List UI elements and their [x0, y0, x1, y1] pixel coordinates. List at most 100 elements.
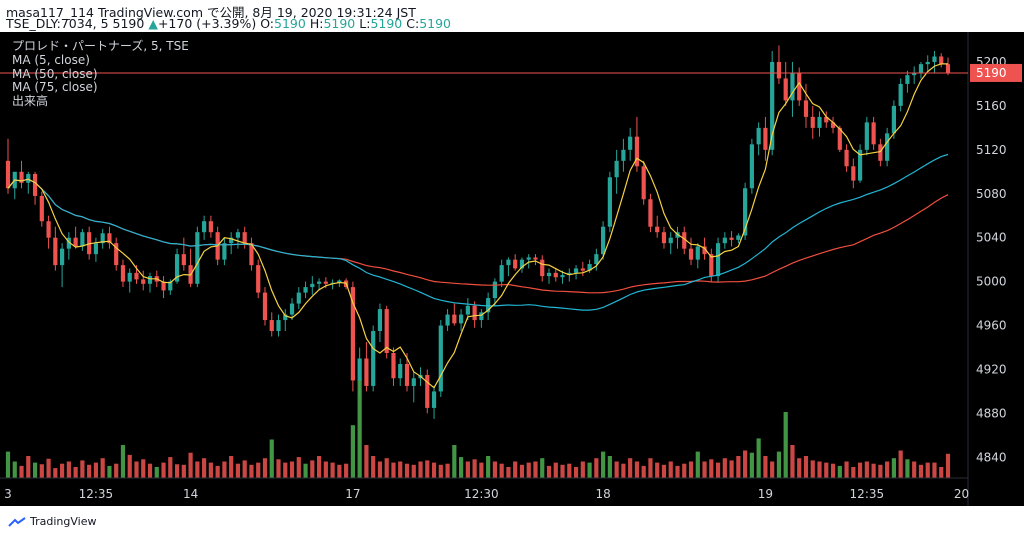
volume-bar — [391, 462, 396, 478]
candle-body — [465, 305, 470, 315]
volume-bar — [898, 450, 903, 478]
candle-body — [425, 374, 430, 408]
price-tick-label: 4960 — [976, 319, 1007, 333]
volume-bar — [431, 462, 437, 478]
up-arrow-icon: ▲ — [148, 16, 158, 31]
close-value: 5190 — [419, 16, 451, 31]
candle-body — [161, 281, 166, 291]
candle-body — [479, 312, 484, 321]
volume-bars — [5, 379, 951, 478]
volume-bar — [289, 461, 295, 478]
candle-body — [316, 281, 322, 284]
volume-bar — [797, 458, 802, 478]
volume-bar — [26, 456, 31, 478]
symbol-ohlc-line: TSE_DLY:7034, 5 5190 ▲+170 (+3.39%) O:51… — [6, 16, 451, 31]
candle-body — [46, 221, 51, 238]
candle-body — [553, 272, 558, 278]
candle-body — [242, 232, 247, 244]
volume-bar — [5, 451, 11, 478]
volume-bar — [398, 461, 403, 478]
price-chart[interactable]: 4840488049204960500050405080512051605200… — [0, 32, 1024, 506]
candle-body — [472, 305, 477, 321]
volume-bar — [479, 462, 484, 478]
volume-bar — [357, 379, 362, 478]
volume-bar — [695, 451, 700, 478]
volume-bar — [154, 467, 159, 478]
volume-bar — [932, 462, 937, 478]
price-tick-label: 5040 — [976, 231, 1007, 245]
candle-body — [5, 160, 11, 189]
volume-bar — [844, 461, 849, 478]
candle-body — [174, 254, 180, 282]
candle-body — [310, 283, 315, 288]
candle-body — [107, 233, 112, 244]
volume-bar — [418, 461, 423, 478]
volume-bar — [195, 461, 200, 478]
volume-bar — [661, 464, 667, 478]
candle-body — [607, 177, 612, 227]
volume-bar — [729, 460, 734, 478]
legend-ma50[interactable]: MA (50, close) — [12, 66, 98, 81]
symbol-label: TSE_DLY:7034, 5 — [6, 16, 109, 31]
chart-footer: TradingView — [0, 506, 1024, 536]
volume-bar — [472, 459, 477, 478]
volume-bar — [235, 463, 241, 478]
volume-bar — [66, 461, 71, 478]
volume-bar — [283, 462, 288, 478]
candle-body — [851, 166, 856, 181]
tradingview-brand[interactable]: TradingView — [8, 515, 96, 528]
volume-bar — [350, 425, 355, 478]
candle-body — [945, 64, 951, 73]
volume-bar — [709, 459, 714, 478]
volume-bar — [837, 465, 842, 478]
chart-panel[interactable]: 4840 4880 4920 4960 5000 5040 5080 5120 5160 5200… — [0, 32, 1024, 506]
candle-body — [560, 275, 565, 278]
volume-bar — [770, 461, 775, 478]
candle-body — [756, 127, 761, 145]
volume-bar — [702, 461, 707, 478]
candle-body — [932, 56, 937, 62]
candle-body — [391, 352, 396, 379]
volume-bar — [763, 456, 768, 478]
candle-body — [506, 259, 511, 266]
candle-body — [53, 237, 58, 266]
time-tick-label: 3 — [4, 487, 12, 501]
volume-bar — [73, 467, 78, 478]
candle-body — [709, 254, 714, 277]
candle-body — [114, 243, 119, 266]
legend-ma5[interactable]: MA (5, close) — [12, 52, 90, 67]
candle-body — [283, 314, 288, 321]
price-change: +170 (+3.39%) — [157, 16, 257, 31]
candle-body — [837, 127, 842, 150]
price-tick-label: 4920 — [976, 362, 1007, 376]
candle-body — [722, 237, 727, 244]
candle-body — [492, 281, 498, 299]
legend-volume[interactable]: 出来高 — [12, 94, 49, 109]
time-axis[interactable]: 3 12:35 14 17 12:30 18 19 12:35 20 — [4, 487, 969, 501]
volume-bar — [749, 452, 754, 478]
candle-body — [202, 221, 207, 233]
ma50-line — [7, 153, 949, 311]
candle-body — [404, 363, 410, 386]
volume-bar — [93, 462, 99, 478]
volume-bar — [513, 461, 518, 478]
volume-bar — [107, 465, 112, 478]
candle-body — [580, 268, 585, 271]
candle-body — [763, 127, 768, 150]
volume-bar — [202, 458, 207, 478]
candle-body — [127, 272, 132, 282]
candle-body — [100, 233, 105, 244]
candle-body — [567, 272, 572, 276]
candle-body — [445, 314, 450, 326]
candle-body — [783, 78, 788, 101]
volume-bar — [573, 467, 579, 478]
chart-legend[interactable]: プロレド・パートナーズ, 5, TSE MA (5, close) MA (50… — [12, 39, 189, 109]
volume-bar — [648, 458, 653, 478]
candle-body — [296, 292, 301, 304]
candle-body — [364, 358, 369, 386]
time-tick-label: 17 — [345, 487, 360, 501]
volume-bar — [736, 456, 741, 478]
legend-ma75[interactable]: MA (75, close) — [12, 80, 98, 95]
time-tick-label: 12:30 — [464, 487, 499, 501]
